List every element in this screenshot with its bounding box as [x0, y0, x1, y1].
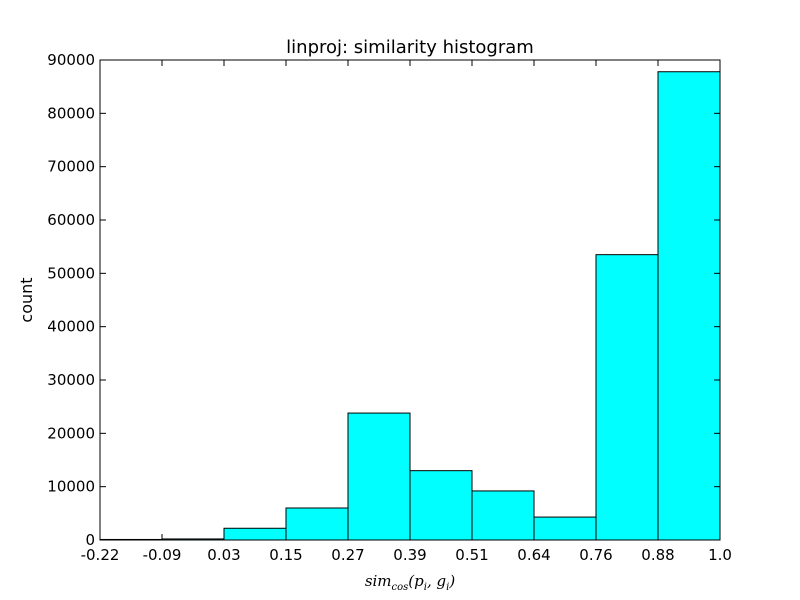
x-tick-label: 0.88 [641, 546, 674, 564]
y-tick-label: 30000 [47, 371, 95, 389]
y-tick-label: 0 [85, 531, 95, 549]
histogram-bar [533, 516, 597, 541]
x-axis-label-sim: sim [365, 572, 392, 590]
x-tick-label: 0.64 [517, 546, 550, 564]
y-tick-label: 10000 [47, 478, 95, 496]
x-tick-label: 1.0 [708, 546, 732, 564]
x-tick-label: -0.09 [143, 546, 182, 564]
x-axis-label-args: (p [408, 572, 424, 590]
histogram-bar [595, 254, 659, 541]
histogram-bar [347, 412, 411, 541]
x-axis-label-comma: , g [427, 572, 446, 590]
x-axis-ticks: -0.22 -0.09 0.03 0.15 0.27 0.39 0.51 0.64 0.76 0.… [81, 60, 732, 564]
y-tick-label: 90000 [47, 51, 95, 69]
y-axis-label: count [17, 277, 36, 322]
histogram-bar [409, 470, 473, 541]
x-axis-label-sub-i2: i [446, 582, 449, 593]
y-tick-label: 70000 [47, 158, 95, 176]
x-tick-label: 0.03 [207, 546, 240, 564]
histogram-bar [285, 507, 349, 541]
x-tick-label: 0.51 [455, 546, 488, 564]
x-axis-label-cos: cos [392, 582, 409, 593]
y-tick-label: 50000 [47, 264, 95, 282]
histogram-bar [657, 71, 721, 541]
y-tick-label: 60000 [47, 211, 95, 229]
x-tick-label: 0.27 [331, 546, 364, 564]
y-tick-label: 40000 [47, 318, 95, 336]
histogram-bar [223, 527, 287, 541]
x-tick-label: 0.76 [579, 546, 612, 564]
y-tick-label: 20000 [47, 424, 95, 442]
chart-title: linproj: similarity histogram [286, 37, 534, 58]
x-tick-label: 0.39 [393, 546, 426, 564]
y-axis-ticks: 0 10000 20000 30000 40000 50000 60000 70000 8000… [47, 51, 720, 549]
x-axis-label-close: ) [448, 572, 455, 590]
x-tick-label: 0.15 [269, 546, 302, 564]
x-tick-label: -0.22 [81, 546, 120, 564]
histogram-bar [471, 490, 535, 541]
bars-group [99, 71, 721, 541]
x-axis-label: simcos(pi, gi) [365, 572, 456, 593]
x-axis-label-sub-i1: i [424, 582, 427, 593]
y-tick-label: 80000 [47, 104, 95, 122]
